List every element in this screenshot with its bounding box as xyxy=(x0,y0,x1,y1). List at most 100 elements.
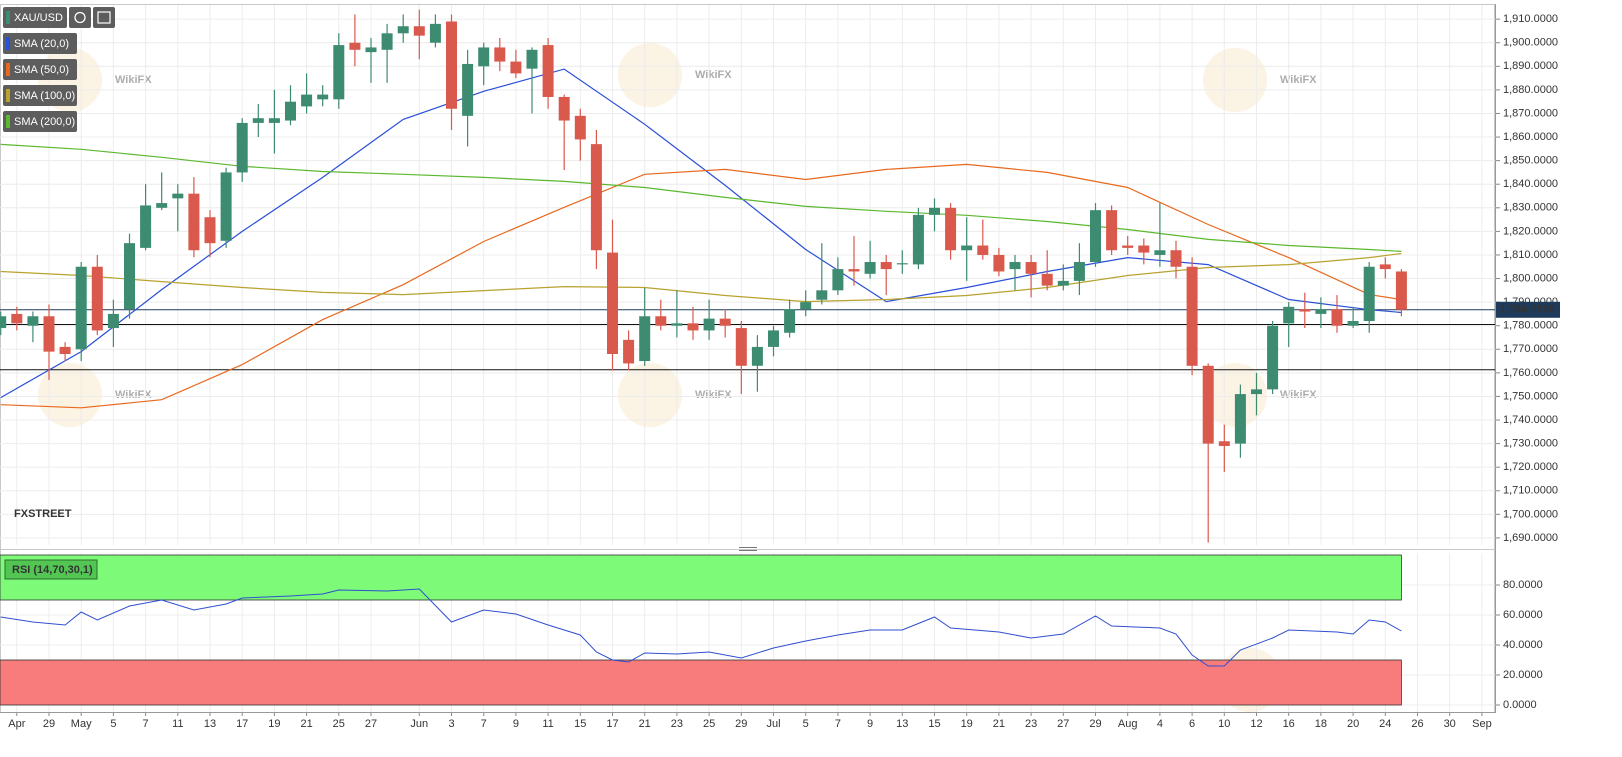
x-tick-label: 29 xyxy=(735,718,747,730)
candle-body xyxy=(1106,210,1118,251)
y-tick-label: 1,710.0000 xyxy=(1503,485,1558,497)
x-tick-label: 15 xyxy=(928,718,940,730)
legend-label: RSI (14,70,30,1) xyxy=(12,564,93,576)
y-tick-label: 80.0000 xyxy=(1503,579,1543,591)
watermark: WikiFX xyxy=(1280,74,1317,86)
x-tick-label: Aug xyxy=(1118,718,1138,730)
legend-label: SMA (200,0) xyxy=(14,116,75,128)
candle-body xyxy=(333,45,345,100)
x-tick-label: 18 xyxy=(1315,718,1327,730)
candle-body xyxy=(91,266,103,331)
candle-body xyxy=(800,302,812,310)
candle-body xyxy=(220,172,232,241)
y-tick-label: 1,820.0000 xyxy=(1503,225,1558,237)
y-tick-label: 1,770.0000 xyxy=(1503,343,1558,355)
y-tick-label: 0.0000 xyxy=(1503,699,1537,711)
y-tick-label: 1,720.0000 xyxy=(1503,461,1558,473)
x-tick-label: 19 xyxy=(961,718,973,730)
y-tick-label: 1,830.0000 xyxy=(1503,202,1558,214)
candle-body xyxy=(816,290,828,300)
y-tick-label: 1,730.0000 xyxy=(1503,438,1558,450)
candle-body xyxy=(607,252,618,354)
candle-body xyxy=(639,316,651,362)
x-tick-label: May xyxy=(71,718,92,730)
candle-body xyxy=(1170,250,1182,267)
x-tick-label: 25 xyxy=(703,718,715,730)
candle-body xyxy=(945,207,957,251)
candle-body xyxy=(429,23,441,43)
legend-swatch xyxy=(6,37,10,50)
x-tick-label: 12 xyxy=(1250,718,1262,730)
x-tick-label: 26 xyxy=(1411,718,1423,730)
x-tick-label: 13 xyxy=(896,718,908,730)
watermark: WikiFX xyxy=(1280,389,1317,401)
x-tick-label: Jun xyxy=(410,718,428,730)
candle-body xyxy=(107,313,119,329)
x-tick-label: 30 xyxy=(1444,718,1456,730)
candle-body xyxy=(687,323,699,331)
legend-box[interactable] xyxy=(3,85,77,106)
candle-body xyxy=(1379,264,1391,270)
x-tick-label: 3 xyxy=(448,718,454,730)
refresh-button[interactable] xyxy=(69,7,91,28)
candle-body xyxy=(735,328,747,366)
x-tick-label: 11 xyxy=(172,718,183,730)
y-tick-label: 1,800.0000 xyxy=(1503,272,1558,284)
candle-body xyxy=(880,262,892,270)
candle-body xyxy=(397,26,409,34)
divider-handle[interactable] xyxy=(739,547,757,551)
candle-body xyxy=(961,245,973,251)
candle-body xyxy=(1299,309,1311,312)
candle-body xyxy=(236,122,248,173)
x-tick-label: 10 xyxy=(1218,718,1230,730)
candle-body xyxy=(1073,262,1085,281)
watermark: WikiFX xyxy=(695,69,732,81)
candle-body xyxy=(832,269,844,291)
settings-button[interactable] xyxy=(93,7,115,28)
candle-body xyxy=(494,47,506,62)
candle-body xyxy=(478,47,490,67)
candle-body xyxy=(75,266,87,350)
x-tick-label: 15 xyxy=(574,718,586,730)
symbol-box[interactable] xyxy=(3,7,67,28)
candle-body xyxy=(912,214,924,265)
candle-body xyxy=(1090,210,1101,263)
x-tick-label: 21 xyxy=(639,718,651,730)
y-tick-label: 1,700.0000 xyxy=(1503,508,1558,520)
legend-box[interactable] xyxy=(4,559,98,580)
x-tick-label: 25 xyxy=(333,718,345,730)
legend-label: SMA (100,0) xyxy=(14,90,75,102)
y-tick-label: 1,690.0000 xyxy=(1503,532,1558,544)
legend-box[interactable] xyxy=(3,111,77,132)
candle-body xyxy=(124,243,135,310)
settings-icon xyxy=(97,11,111,24)
candle-body xyxy=(977,245,989,255)
x-tick-label: Apr xyxy=(8,718,25,730)
candle-body xyxy=(1331,309,1343,326)
x-tick-label: 6 xyxy=(1189,718,1195,730)
candle-body xyxy=(623,339,635,364)
candle-body xyxy=(510,61,522,74)
sma-line xyxy=(0,68,1402,399)
y-tick-label: 1,850.0000 xyxy=(1503,155,1558,167)
sma-line xyxy=(0,163,1402,409)
candle-body xyxy=(188,193,200,251)
x-tick-label: 21 xyxy=(993,718,1005,730)
candle-body xyxy=(896,263,908,265)
rsi-zone xyxy=(0,659,1402,706)
y-tick-label: 1,900.0000 xyxy=(1503,37,1558,49)
candle-body xyxy=(751,346,763,366)
x-tick-label: 29 xyxy=(1089,718,1101,730)
candle-body xyxy=(1251,389,1262,395)
candle-body xyxy=(1363,266,1375,321)
candle-body xyxy=(285,101,296,121)
legend-box[interactable] xyxy=(3,59,77,80)
y-tick-label: 1,880.0000 xyxy=(1503,84,1558,96)
logo-street: STREET xyxy=(28,508,72,520)
legend-box[interactable] xyxy=(3,33,77,54)
candle-body xyxy=(1041,273,1053,286)
candle-body xyxy=(1347,320,1359,326)
candle-body xyxy=(1057,280,1069,286)
y-tick-label: 1,860.0000 xyxy=(1503,131,1558,143)
